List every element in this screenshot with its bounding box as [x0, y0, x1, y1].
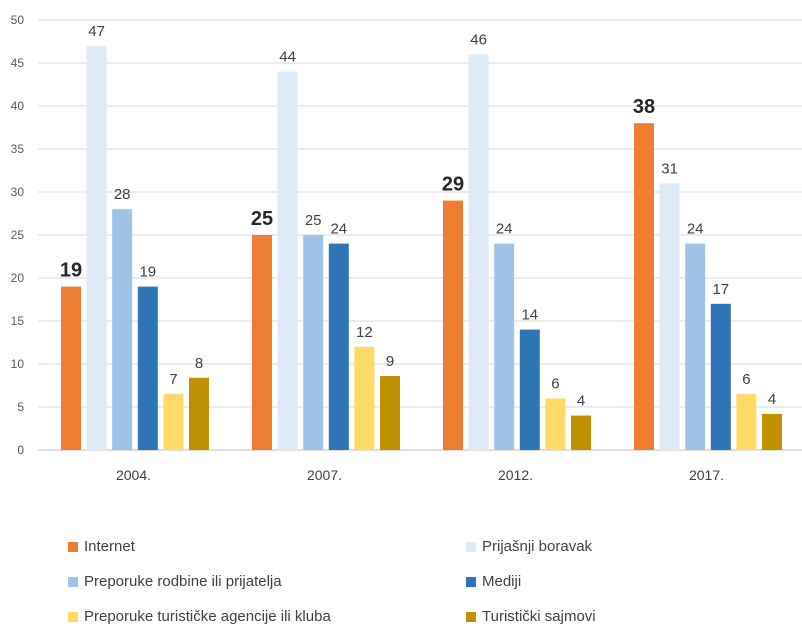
data-label: 12 [356, 324, 373, 341]
bar [519, 329, 540, 450]
data-label: 28 [114, 186, 131, 203]
bar [494, 243, 515, 450]
data-label: 46 [470, 31, 487, 48]
data-label: 19 [139, 264, 156, 281]
x-tick-label: 2004. [116, 467, 151, 483]
y-tick-label: 5 [17, 400, 24, 414]
x-tick-label: 2007. [307, 467, 342, 483]
bar [710, 303, 731, 450]
data-label: 4 [577, 393, 585, 410]
bars [61, 45, 782, 451]
y-tick-label: 25 [11, 228, 25, 242]
bar [468, 54, 489, 451]
x-tick-label: 2017. [689, 467, 724, 483]
data-label: 6 [551, 375, 559, 392]
bar [137, 286, 158, 450]
data-label: 25 [305, 212, 322, 229]
y-tick-label: 50 [11, 13, 25, 27]
y-tick-label: 15 [11, 314, 25, 328]
data-label: 44 [279, 49, 296, 66]
bar [443, 200, 463, 450]
y-tick-label: 35 [11, 142, 25, 156]
data-label: 6 [742, 371, 750, 388]
bar [545, 398, 566, 450]
data-label: 9 [386, 353, 394, 370]
y-tick-label: 45 [11, 56, 25, 70]
bar [303, 235, 324, 450]
data-label: 19 [60, 260, 82, 282]
data-labels: 19 47 28 19 7 8 25 44 25 24 12 9 29 46 24 14 6 4 38 31 24 17 6… [60, 23, 776, 410]
axes: 0 5 10 15 20 25 30 35 40 45 50 2004. 2007. 2012. 2017. [11, 13, 802, 483]
y-tick-label: 10 [11, 357, 25, 371]
bar [328, 243, 349, 450]
bar [571, 415, 591, 450]
data-label: 47 [88, 23, 105, 40]
bar [277, 71, 298, 450]
bar [354, 346, 375, 450]
y-tick-label: 0 [17, 443, 24, 457]
bar [659, 183, 680, 450]
data-label: 24 [496, 221, 513, 238]
bar [112, 209, 133, 450]
y-tick-label: 20 [11, 271, 25, 285]
data-label: 14 [521, 307, 538, 324]
data-label: 24 [330, 221, 347, 238]
data-label: 24 [687, 221, 704, 238]
bar [163, 394, 184, 450]
bar [61, 286, 81, 450]
data-label: 31 [661, 160, 678, 177]
data-label: 25 [251, 208, 273, 230]
data-label: 8 [195, 355, 203, 372]
data-label: 7 [169, 371, 177, 388]
y-tick-label: 30 [11, 185, 25, 199]
bar [634, 123, 654, 450]
bar [736, 394, 757, 450]
y-tick-label: 40 [11, 99, 25, 113]
bar [189, 377, 209, 450]
data-label: 38 [633, 96, 655, 118]
data-label: 4 [768, 391, 776, 408]
grid-lines [38, 19, 802, 408]
x-tick-label: 2012. [498, 467, 533, 483]
data-label: 17 [712, 281, 729, 298]
bar [762, 413, 782, 450]
bar [86, 45, 107, 451]
data-label: 29 [442, 174, 464, 196]
bar [685, 243, 706, 450]
bar [252, 235, 272, 450]
bar [380, 376, 400, 450]
